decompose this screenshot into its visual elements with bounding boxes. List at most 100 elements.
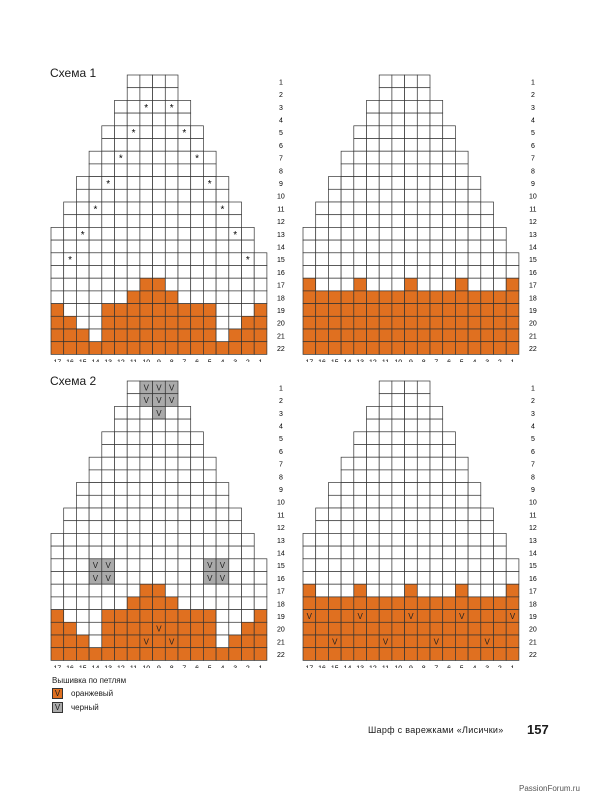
grid-cell — [429, 188, 444, 203]
grid-cell — [366, 406, 380, 420]
grid-cell — [101, 265, 115, 279]
grid-cell — [50, 583, 65, 598]
grid-cell — [442, 265, 456, 279]
grid-cell — [353, 239, 367, 254]
grid-cell — [164, 265, 179, 279]
grid-cell — [88, 494, 103, 509]
grid-cell — [353, 456, 367, 471]
grid-cell — [480, 214, 494, 228]
grid-cell — [114, 176, 128, 190]
grid-cell — [177, 277, 192, 292]
grid-cell — [391, 112, 405, 127]
grid-cell — [455, 507, 469, 522]
grid-cell — [63, 558, 77, 572]
grid-cell — [126, 571, 141, 585]
grid-cell — [177, 150, 192, 165]
grid-cell — [50, 265, 65, 279]
grid-cell — [190, 494, 204, 509]
grid-cell — [114, 533, 128, 547]
col-label: 11 — [130, 359, 137, 362]
col-label: 12 — [117, 359, 125, 362]
grid-cell — [353, 596, 367, 610]
grid-cell — [416, 418, 431, 433]
grid-cell — [391, 277, 405, 292]
grid-cell — [228, 277, 242, 292]
grid-cell — [391, 545, 405, 560]
grid-cell — [203, 456, 217, 471]
col-label: 17 — [53, 359, 61, 362]
stitch-mark: V — [93, 561, 99, 570]
grid-cell — [190, 265, 204, 279]
grid-cell — [101, 239, 115, 254]
grid-cell — [139, 456, 153, 471]
grid-cell — [114, 647, 128, 661]
grid-cell — [190, 201, 204, 216]
grid-cell — [315, 571, 329, 585]
grid-cell — [328, 482, 342, 496]
grid-cell — [366, 214, 380, 228]
grid-cell — [126, 393, 141, 407]
grid-cell — [366, 647, 380, 661]
grid-cell — [493, 328, 507, 343]
grid-cell — [442, 431, 456, 445]
grid-cell — [203, 341, 217, 355]
grid-cell — [203, 494, 217, 509]
grid-cell — [429, 621, 444, 636]
grid-cell — [416, 252, 431, 266]
grid-cell — [228, 596, 242, 610]
grid-cell — [203, 252, 217, 266]
grid-cell — [203, 265, 217, 279]
grid-cell — [505, 277, 520, 292]
stitch-mark: V — [144, 383, 150, 392]
col-label: 11 — [382, 665, 389, 668]
row-label: 14 — [529, 550, 537, 557]
grid-cell — [378, 265, 393, 279]
grid-cell — [114, 482, 128, 496]
row-label: 12 — [277, 525, 285, 532]
grid-cell — [152, 265, 166, 279]
grid-cell — [391, 533, 405, 547]
grid-cell — [391, 100, 405, 114]
grid-cell — [164, 201, 179, 216]
grid-cell — [164, 227, 179, 241]
grid-cell — [416, 239, 431, 254]
grid-cell — [215, 290, 230, 304]
col-label: 16 — [318, 359, 326, 362]
scheme-2-right-chart: V V V V VV V V V1234567891011121314151617181920… — [302, 380, 537, 668]
grid-cell — [429, 315, 444, 330]
grid-cell — [467, 583, 482, 598]
grid-cell — [315, 341, 329, 355]
col-label: 11 — [130, 665, 137, 668]
grid-cell — [126, 239, 141, 254]
grid-cell — [429, 596, 444, 610]
grid-cell — [114, 315, 128, 330]
grid-cell — [480, 341, 494, 355]
grid-cell — [505, 596, 520, 610]
col-label: 6 — [195, 359, 199, 362]
grid-cell — [480, 265, 494, 279]
grid-cell — [302, 634, 317, 649]
grid-cell — [152, 431, 166, 445]
row-label: 10 — [529, 500, 537, 507]
grid-cell — [139, 596, 153, 610]
grid-cell — [467, 494, 482, 509]
grid-cell — [328, 328, 342, 343]
grid-cell — [139, 214, 153, 228]
legend-orange-label: оранжевый — [71, 689, 114, 698]
grid-cell — [328, 520, 342, 534]
grid-cell — [404, 469, 418, 483]
grid-cell — [88, 176, 103, 190]
grid-cell — [152, 596, 166, 610]
grid-cell — [139, 647, 153, 661]
grid-cell — [241, 545, 255, 560]
grid-cell — [429, 583, 444, 598]
grid-cell — [139, 545, 153, 560]
grid-cell — [442, 444, 456, 458]
grid-cell — [315, 558, 329, 572]
grid-cell — [114, 634, 128, 649]
grid-cell — [139, 74, 153, 89]
grid-cell — [429, 100, 444, 114]
grid-cell — [177, 571, 192, 585]
grid-cell — [416, 444, 431, 458]
grid-cell — [63, 341, 77, 355]
